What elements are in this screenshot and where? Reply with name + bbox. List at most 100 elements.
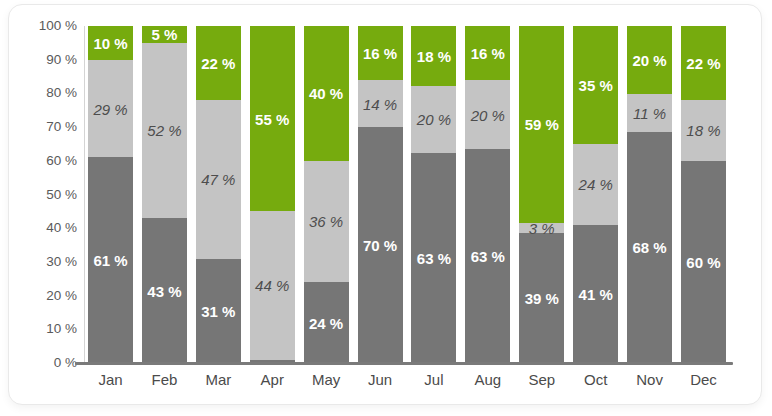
- bar-segment-series-1-dark-gray[interactable]: 31 %: [196, 259, 241, 363]
- bar-apr[interactable]: 1 %44 %55 %: [250, 26, 295, 363]
- x-axis-label-feb: Feb: [142, 371, 187, 389]
- bar-segment-series-2-light-gray[interactable]: 11 %: [627, 94, 672, 131]
- chart-card: 100 % 90 % 80 % 70 % 60 % 50 % 40 % 30 % 20 % 10 …: [8, 4, 762, 405]
- bar-segment-series-1-dark-gray[interactable]: 39 %: [519, 233, 564, 363]
- bar-segment-series-3-green[interactable]: 16 %: [465, 26, 510, 80]
- bar-jan[interactable]: 61 %29 %10 %: [88, 26, 133, 363]
- y-axis-tick-label: 90 %: [46, 53, 77, 67]
- x-axis-label-jun: Jun: [358, 371, 403, 389]
- segment-value-label: 18 %: [669, 122, 738, 139]
- y-axis-labels: 100 %90 %80 %70 %60 %50 %40 %30 %20 %10 …: [9, 26, 77, 363]
- bar-segment-series-1-dark-gray[interactable]: 43 %: [142, 218, 187, 363]
- bar-nov[interactable]: 68 %11 %20 %: [627, 26, 672, 363]
- y-axis-tick-label: 20 %: [46, 289, 77, 303]
- bar-segment-series-3-green[interactable]: 59 %: [519, 26, 564, 223]
- x-axis-label-sep: Sep: [519, 371, 564, 389]
- x-axis-label-jan: Jan: [88, 371, 133, 389]
- bar-segment-series-2-light-gray[interactable]: 36 %: [304, 161, 349, 282]
- bar-segment-series-3-green[interactable]: 5 %: [142, 26, 187, 43]
- bar-segment-series-3-green[interactable]: 16 %: [358, 26, 403, 80]
- bar-segment-series-3-green[interactable]: 20 %: [627, 26, 672, 94]
- bar-segment-series-1-dark-gray[interactable]: 24 %: [304, 282, 349, 363]
- bar-segment-series-1-dark-gray[interactable]: 68 %: [627, 132, 672, 363]
- bar-jun[interactable]: 70 %14 %16 %: [358, 26, 403, 363]
- bar-may[interactable]: 24 %36 %40 %: [304, 26, 349, 363]
- y-axis-tick-label: 0 %: [54, 356, 77, 370]
- segment-value-label: 35 %: [561, 76, 630, 93]
- bar-mar[interactable]: 31 %47 %22 %: [196, 26, 241, 363]
- bar-aug[interactable]: 63 %20 %16 %: [465, 26, 510, 363]
- y-axis-tick-label: 100 %: [39, 19, 77, 33]
- segment-value-label: 14 %: [346, 95, 415, 112]
- segment-value-label: 52 %: [130, 122, 199, 139]
- segment-value-label: 41 %: [561, 285, 630, 302]
- segment-value-label: 44 %: [238, 277, 307, 294]
- y-axis-tick-label: 80 %: [46, 87, 77, 101]
- segment-value-label: 24 %: [561, 176, 630, 193]
- bar-segment-series-2-light-gray[interactable]: 47 %: [196, 100, 241, 258]
- bar-segment-series-1-dark-gray[interactable]: 41 %: [573, 225, 618, 363]
- x-axis-label-mar: Mar: [196, 371, 241, 389]
- bar-segment-series-3-green[interactable]: 40 %: [304, 26, 349, 161]
- bar-segment-series-3-green[interactable]: 10 %: [88, 26, 133, 60]
- bar-segment-series-2-light-gray[interactable]: 52 %: [142, 43, 187, 218]
- chart-canvas: 100 % 90 % 80 % 70 % 60 % 50 % 40 % 30 % 20 % 10 …: [0, 0, 772, 416]
- x-axis-label-jul: Jul: [411, 371, 456, 389]
- segment-value-label: 36 %: [292, 213, 361, 230]
- bar-segment-series-2-light-gray[interactable]: 14 %: [358, 80, 403, 127]
- segment-value-label: 43 %: [130, 282, 199, 299]
- x-axis-labels: Jan Feb Mar Apr May Jun Jul Aug Sep Oct Nov Dec: [88, 371, 726, 389]
- segment-value-label: 31 %: [184, 302, 253, 319]
- x-axis-label-aug: Aug: [465, 371, 510, 389]
- bar-oct[interactable]: 41 %24 %35 %: [573, 26, 618, 363]
- bar-segment-series-3-green[interactable]: 22 %: [681, 26, 726, 100]
- segment-value-label: 29 %: [76, 100, 145, 117]
- bar-sep[interactable]: 39 %3 %59 %: [519, 26, 564, 363]
- bar-segment-series-2-light-gray[interactable]: 44 %: [250, 211, 295, 359]
- bar-segment-series-1-dark-gray[interactable]: 63 %: [411, 153, 456, 363]
- bar-segment-series-1-dark-gray[interactable]: 70 %: [358, 127, 403, 363]
- segment-value-label: 47 %: [184, 171, 253, 188]
- bar-segment-series-1-dark-gray[interactable]: 60 %: [681, 161, 726, 363]
- x-axis-label-apr: Apr: [250, 371, 295, 389]
- x-axis-label-nov: Nov: [627, 371, 672, 389]
- segment-value-label: 59 %: [507, 116, 576, 133]
- segment-value-label: 63 %: [453, 247, 522, 264]
- plot-area: 61 %29 %10 %43 %52 %5 %31 %47 %22 %1 %44…: [88, 26, 726, 363]
- segment-value-label: 60 %: [669, 253, 738, 270]
- segment-value-label: 5 %: [130, 26, 199, 43]
- x-axis-label-dec: Dec: [681, 371, 726, 389]
- x-axis-label-may: May: [304, 371, 349, 389]
- bar-segment-series-1-dark-gray[interactable]: 63 %: [465, 149, 510, 363]
- bar-segment-series-2-light-gray[interactable]: 3 %: [519, 223, 564, 233]
- bar-segment-series-3-green[interactable]: 22 %: [196, 26, 241, 100]
- x-axis-label-oct: Oct: [573, 371, 618, 389]
- bar-segment-series-2-light-gray[interactable]: 29 %: [88, 60, 133, 158]
- segment-value-label: 11 %: [615, 104, 684, 121]
- x-axis-line: [75, 362, 733, 365]
- bar-segment-series-2-light-gray[interactable]: 18 %: [681, 100, 726, 161]
- bar-segment-series-3-green[interactable]: 35 %: [573, 26, 618, 144]
- bar-segment-series-2-light-gray[interactable]: 24 %: [573, 144, 618, 225]
- y-axis-tick-label: 70 %: [46, 120, 77, 134]
- bar-segment-series-1-dark-gray[interactable]: 61 %: [88, 157, 133, 363]
- y-axis-tick-label: 50 %: [46, 188, 77, 202]
- bar-segment-series-3-green[interactable]: 55 %: [250, 26, 295, 211]
- y-axis-tick-label: 10 %: [46, 323, 77, 337]
- y-axis-tick-label: 40 %: [46, 221, 77, 235]
- bar-segment-series-2-light-gray[interactable]: 20 %: [465, 80, 510, 148]
- bar-segment-series-3-green[interactable]: 18 %: [411, 26, 456, 86]
- segment-value-label: 61 %: [76, 252, 145, 269]
- segment-value-label: 22 %: [669, 55, 738, 72]
- segment-value-label: 24 %: [292, 314, 361, 331]
- y-axis-tick-label: 30 %: [46, 255, 77, 269]
- bar-jul[interactable]: 63 %20 %18 %: [411, 26, 456, 363]
- segment-value-label: 22 %: [184, 55, 253, 72]
- bar-segment-series-2-light-gray[interactable]: 20 %: [411, 86, 456, 153]
- y-axis-line: [84, 26, 85, 363]
- segment-value-label: 55 %: [238, 110, 307, 127]
- y-axis-tick-label: 60 %: [46, 154, 77, 168]
- segment-value-label: 16 %: [453, 45, 522, 62]
- bar-dec[interactable]: 60 %18 %22 %: [681, 26, 726, 363]
- bar-feb[interactable]: 43 %52 %5 %: [142, 26, 187, 363]
